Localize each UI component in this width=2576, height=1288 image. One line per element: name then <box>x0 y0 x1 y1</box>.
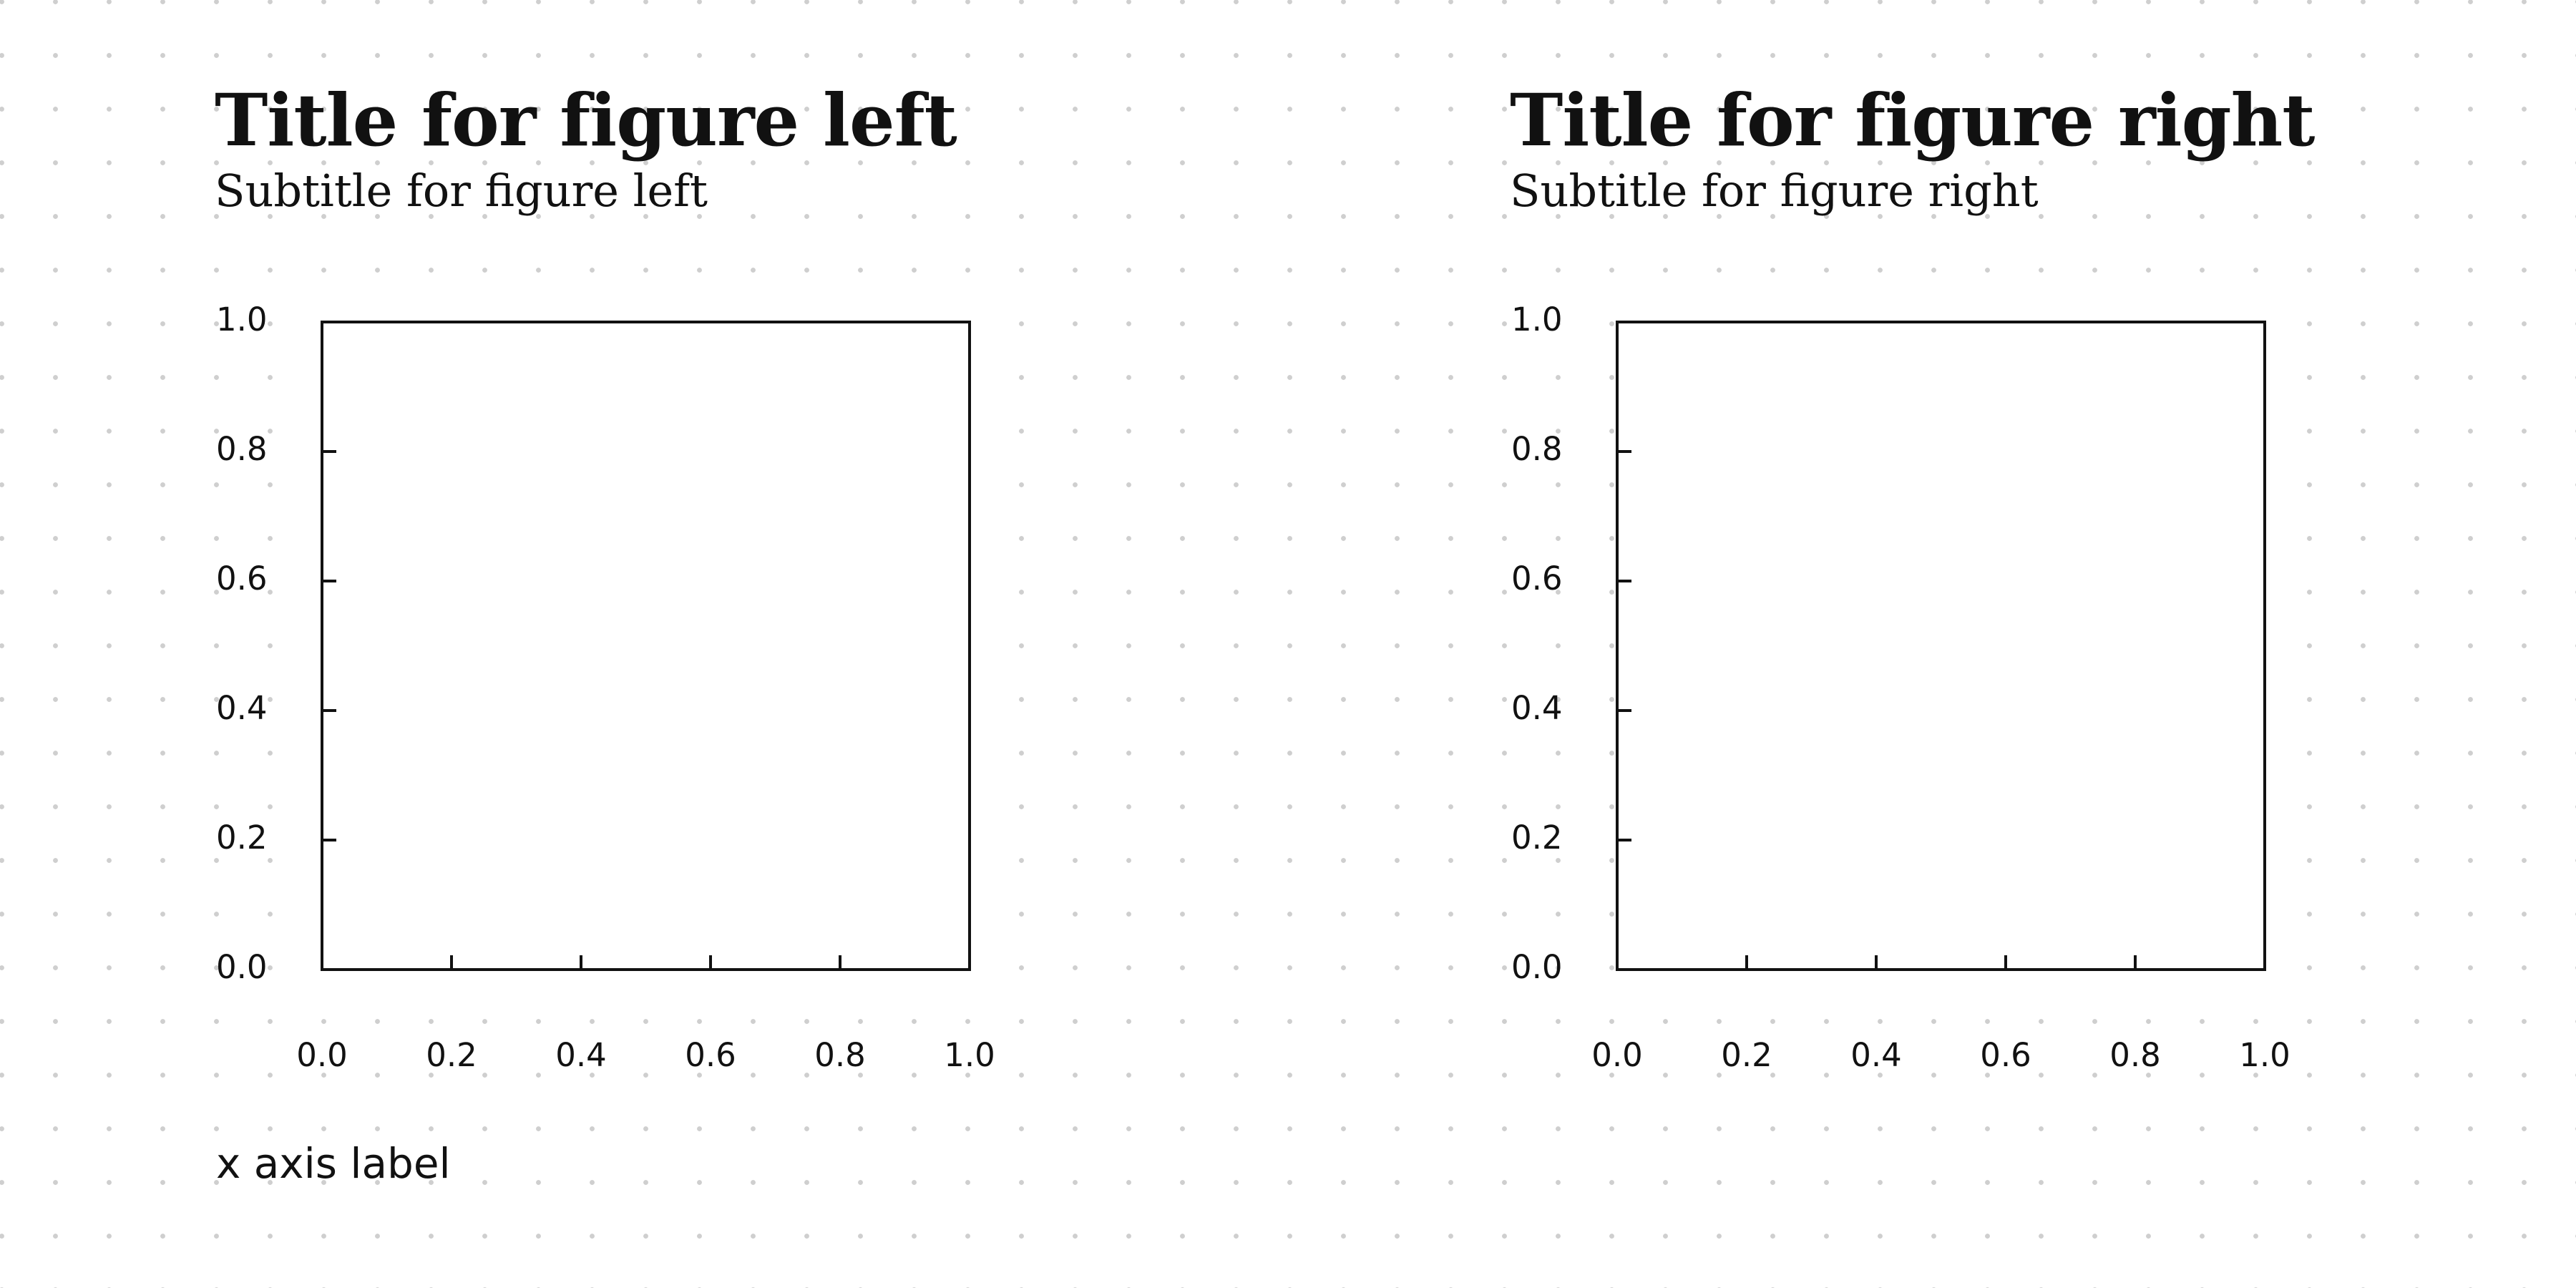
x-tick-label: 0.8 <box>2109 1036 2161 1074</box>
y-tick-label: 0.2 <box>216 819 268 857</box>
figure-title: Title for figure left <box>215 78 957 162</box>
y-tick-label: 0.8 <box>216 430 268 468</box>
y-tick-label: 0.4 <box>1511 689 1563 727</box>
plot-area: 0.0 0.2 0.4 0.6 0.8 1.0 0.0 0.2 0.4 0.6 0.8 1.0 <box>216 301 995 1074</box>
x-tick-label: 0.0 <box>296 1036 348 1074</box>
y-tick-label: 0.2 <box>1511 819 1563 857</box>
x-tick-label: 0.4 <box>1850 1036 1902 1074</box>
x-tick-label: 1.0 <box>2239 1036 2290 1074</box>
y-tick-label: 1.0 <box>1511 301 1563 338</box>
y-tick-label: 0.6 <box>216 560 268 597</box>
x-tick-label: 0.6 <box>685 1036 736 1074</box>
figure-subtitle: Subtitle for figure left <box>215 165 708 217</box>
figure-subtitle: Subtitle for figure right <box>1510 165 2039 217</box>
plot-area: 0.0 0.2 0.4 0.6 0.8 1.0 0.0 0.2 0.4 0.6 0.8 1.0 <box>1511 301 2290 1074</box>
x-axis-label: x axis label <box>216 1139 451 1188</box>
figure-left: Title for figure left Subtitle for figur… <box>215 0 1288 1288</box>
x-tick-label: 0.8 <box>814 1036 866 1074</box>
x-tick-label: 0.0 <box>1591 1036 1643 1074</box>
y-tick-label: 0.0 <box>216 948 268 986</box>
figure-title: Title for figure right <box>1510 78 2315 162</box>
figure-right: Title for figure right Subtitle for figu… <box>1510 0 2576 1288</box>
y-tick-label: 0.0 <box>1511 948 1563 986</box>
y-tick-label: 0.8 <box>1511 430 1563 468</box>
x-tick-label: 0.6 <box>1980 1036 2031 1074</box>
x-tick-label: 0.2 <box>426 1036 477 1074</box>
x-tick-label: 0.4 <box>555 1036 607 1074</box>
x-tick-label: 1.0 <box>944 1036 995 1074</box>
plot-frame <box>1616 321 2266 971</box>
y-tick-label: 0.4 <box>216 689 268 727</box>
plot-frame <box>321 321 971 971</box>
y-tick-label: 0.6 <box>1511 560 1563 597</box>
x-tick-label: 0.2 <box>1721 1036 1772 1074</box>
y-tick-label: 1.0 <box>216 301 268 338</box>
